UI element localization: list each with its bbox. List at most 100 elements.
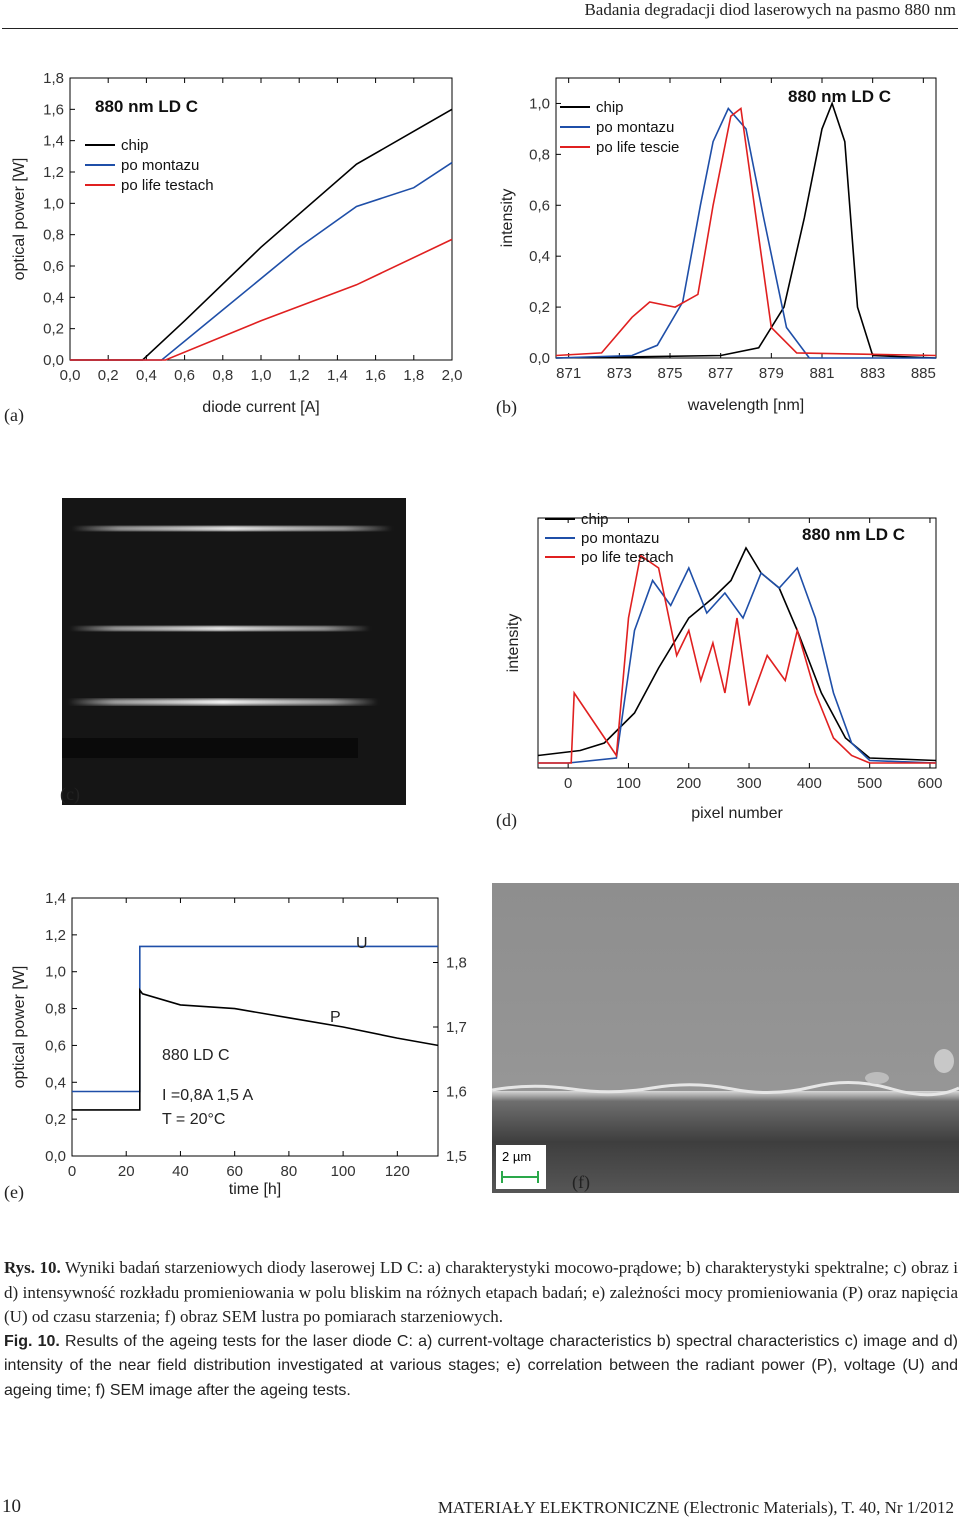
- y-tick-label: 0,6: [43, 258, 64, 275]
- y-axis-label: optical power [W]: [11, 158, 28, 281]
- legend-entry: po montazu: [121, 157, 199, 174]
- x-tick-label: 300: [737, 775, 762, 792]
- x-tick-label: 0,6: [174, 367, 195, 384]
- y-tick-label: 0,4: [43, 289, 64, 306]
- x-tick-label: 60: [226, 1163, 243, 1180]
- caption-pl-text: Wyniki badań starzeniowych diody laserow…: [4, 1258, 959, 1326]
- x-tick-label: 80: [281, 1163, 298, 1180]
- series-line-po-life-testach: [538, 554, 936, 764]
- panel-label-b: (b): [496, 397, 517, 417]
- chart-annotation: 880 LD C: [162, 1047, 230, 1064]
- series-line-po-life-tescie: [555, 107, 937, 357]
- y-tick-label: 1,2: [43, 164, 64, 181]
- x-axis-label: wavelength [nm]: [687, 397, 805, 414]
- chart-title: 880 nm LD C: [802, 525, 905, 544]
- chart-title: 880 nm LD C: [788, 87, 891, 106]
- y-tick-label: 0,8: [529, 146, 550, 163]
- series-line-U: [72, 945, 438, 1093]
- y-axis-label: optical power [W]: [11, 966, 28, 1089]
- chart-d-frame: [537, 517, 937, 769]
- x-tick-label: 1,0: [251, 367, 272, 384]
- caption-polish: Rys. 10. Wyniki badań starzeniowych diod…: [4, 1256, 958, 1330]
- x-tick-label: 200: [676, 775, 701, 792]
- chart-title: 880 nm LD C: [95, 97, 198, 116]
- legend-entry: chip: [121, 137, 149, 154]
- x-tick-label: 400: [797, 775, 822, 792]
- series-line-po-montazu: [538, 566, 937, 764]
- chart-d-near-field: 0 100 200 300 400 500 600 pixel number intensity…: [505, 511, 942, 822]
- legend-entry: po montazu: [581, 530, 659, 547]
- x-tick-label: 1,6: [365, 367, 386, 384]
- x-axis-label: time [h]: [229, 1181, 281, 1198]
- x-axis-label: pixel number: [691, 805, 783, 822]
- y-tick-label: 1,0: [43, 195, 64, 212]
- y-tick-label: 0,2: [45, 1111, 66, 1128]
- chart-b-spectrum: 871 873 875 877 879 881 883 885 0,0 0,2 0,4 0,6 0,8 1…: [499, 77, 937, 414]
- running-header: Badania degradacji diod laserowych na pa…: [584, 0, 956, 19]
- legend-entry: chip: [596, 99, 624, 116]
- x-tick-label: 885: [911, 365, 936, 382]
- x-tick-label: 500: [857, 775, 882, 792]
- y-tick-label: 1,4: [43, 133, 64, 150]
- near-field-image: [62, 498, 406, 805]
- y-tick-label: 0,8: [43, 227, 64, 244]
- legend-entry: chip: [581, 511, 609, 528]
- y-tick-label: 0,0: [43, 352, 64, 369]
- chart-annotation: I =0,8A 1,5 A: [162, 1087, 254, 1104]
- y-tick-label: 1,4: [45, 890, 66, 907]
- x-tick-label: 100: [616, 775, 641, 792]
- x-axis-label: diode current [A]: [202, 399, 319, 416]
- caption-en-label: Fig. 10.: [4, 1332, 60, 1350]
- caption-english: Fig. 10. Results of the ageing tests for…: [4, 1330, 958, 1404]
- x-tick-label: 2,0: [442, 367, 463, 384]
- x-tick-label: 40: [172, 1163, 189, 1180]
- panel-label-e: (e): [4, 1182, 24, 1202]
- y-axis-label: intensity: [505, 614, 522, 673]
- chart-a-power-current: 0,0 0,2 0,4 0,6 0,8 1,0 1,2 1,4 1,6 1,8 2,0 0,0 0,2 0…: [11, 70, 463, 416]
- x-tick-label: 1,8: [403, 367, 424, 384]
- series-line-P: [72, 987, 439, 1111]
- y-tick-label: 0,0: [45, 1148, 66, 1165]
- y-tick-label: 0,4: [45, 1074, 66, 1091]
- x-tick-label: 0,4: [136, 367, 157, 384]
- x-tick-label: 120: [385, 1163, 410, 1180]
- page-number: 10: [2, 1496, 21, 1517]
- legend-entry: po life tescie: [596, 139, 679, 156]
- series-line-po-montazu: [555, 107, 936, 359]
- panel-label-a: (a): [4, 405, 24, 425]
- x-tick-label: 1,2: [289, 367, 310, 384]
- y-tick-label: 0,2: [43, 321, 64, 338]
- x-tick-label: 0: [68, 1163, 76, 1180]
- caption-en-text: Results of the ageing tests for the lase…: [4, 1332, 959, 1399]
- sem-image: 2 µm: [492, 883, 959, 1193]
- legend-entry: po montazu: [596, 119, 674, 136]
- sem-scale-label: 2 µm: [502, 1149, 531, 1164]
- chart-annotation: P: [330, 1009, 341, 1026]
- y2-tick-label: 1,8: [446, 955, 467, 972]
- x-tick-label: 879: [759, 365, 784, 382]
- y-axis-label: intensity: [499, 189, 516, 248]
- x-tick-label: 0,0: [60, 367, 81, 384]
- x-tick-label: 877: [708, 365, 733, 382]
- x-tick-label: 881: [809, 365, 834, 382]
- chart-e-frame: [71, 897, 439, 1157]
- legend-entry: po life testach: [121, 177, 214, 194]
- y2-tick-label: 1,5: [446, 1148, 467, 1165]
- y-tick-label: 0,6: [529, 197, 550, 214]
- panel-label-f: (f): [572, 1172, 590, 1192]
- legend-entry: po life testach: [581, 549, 674, 566]
- x-tick-label: 20: [118, 1163, 135, 1180]
- panel-label-c: (c): [60, 784, 80, 804]
- y-tick-label: 1,6: [43, 101, 64, 118]
- x-tick-label: 883: [860, 365, 885, 382]
- y-tick-label: 0,6: [45, 1037, 66, 1054]
- y-tick-label: 0,2: [529, 299, 550, 316]
- y-tick-label: 1,0: [529, 95, 550, 112]
- series-line-chip: [555, 101, 937, 359]
- chart-e-ageing: 0 20 40 60 80 100 120 0,0 0,2 0,4 0,6 0,8 1,0 1,2 1,4 1…: [11, 890, 467, 1198]
- y-tick-label: 1,0: [45, 964, 66, 981]
- chart-annotation: T = 20°C: [162, 1111, 225, 1128]
- x-tick-label: 875: [657, 365, 682, 382]
- figure-caption: Rys. 10. Wyniki badań starzeniowych diod…: [4, 1256, 958, 1403]
- x-tick-label: 873: [607, 365, 632, 382]
